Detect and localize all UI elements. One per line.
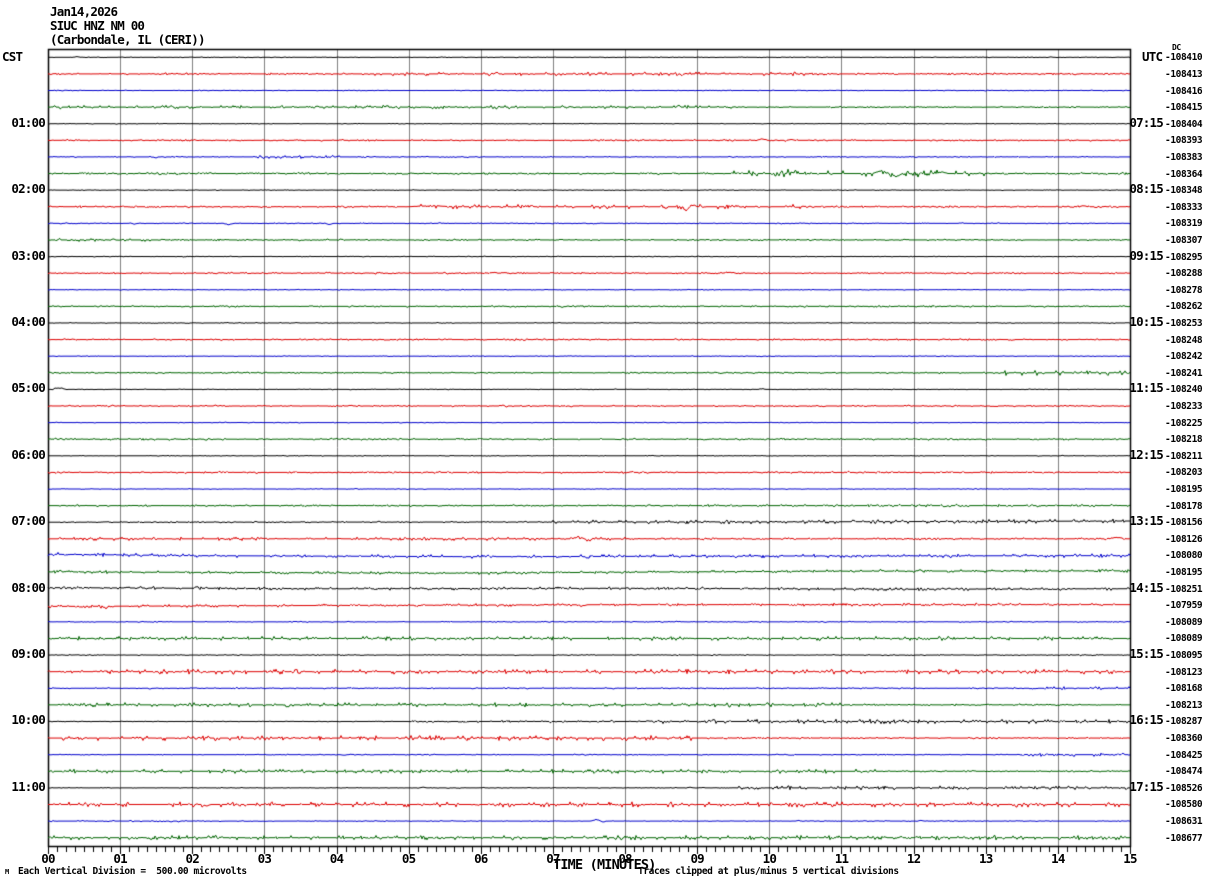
x-tick-label: 04	[329, 851, 344, 866]
hour-label-cst: 02:00	[11, 181, 45, 197]
dc-value: -108383	[1165, 151, 1203, 163]
x-tick-label: 05	[401, 851, 416, 866]
dc-value: -108474	[1165, 766, 1203, 778]
station-location: (Carbondale, IL (CERI))	[50, 32, 206, 47]
dc-value: -108211	[1165, 450, 1203, 462]
hour-label-cst: 04:00	[11, 313, 45, 329]
hour-label-cst: 06:00	[11, 446, 45, 462]
dc-value: -108241	[1165, 367, 1203, 379]
dc-value: -108251	[1165, 583, 1203, 595]
dc-value: -108095	[1165, 650, 1203, 662]
hour-label-cst: 03:00	[11, 247, 45, 263]
x-tick-label: 02	[185, 851, 200, 866]
hour-label-utc: 14:15	[1129, 579, 1163, 595]
hour-label-utc: 13:15	[1129, 513, 1163, 529]
dc-value: -108295	[1165, 251, 1203, 263]
hour-label-cst: 07:00	[11, 513, 45, 529]
dc-value: -108126	[1165, 533, 1203, 545]
x-tick-label: 06	[474, 851, 488, 866]
dc-value: -108089	[1165, 616, 1203, 628]
dc-value: -108253	[1165, 317, 1203, 329]
dc-value: -108580	[1165, 799, 1203, 811]
dc-value: -108080	[1165, 550, 1203, 562]
dc-value: -108404	[1165, 118, 1203, 130]
clip-note: Traces clipped at plus/minus 5 vertical …	[638, 866, 899, 877]
x-tick-label: 13	[978, 851, 993, 866]
dc-value: -108203	[1165, 467, 1203, 479]
x-tick-label: 01	[113, 851, 127, 866]
dc-value: -108364	[1165, 168, 1203, 180]
watermark-glyph: M	[5, 868, 10, 876]
dc-value: -108415	[1165, 102, 1203, 114]
hour-label-utc: 12:15	[1129, 446, 1163, 462]
dc-value: -108413	[1165, 68, 1203, 80]
dc-value: -108360	[1165, 733, 1203, 745]
dc-value: -108333	[1165, 201, 1203, 213]
dc-value: -108262	[1165, 301, 1203, 313]
station-code: SIUC HNZ NM 00	[50, 18, 145, 33]
hour-label-cst: 08:00	[11, 579, 45, 595]
x-axis-title: TIME (MINUTES)	[553, 857, 656, 873]
x-tick-label: 12	[906, 851, 921, 866]
dc-value: -108178	[1165, 500, 1203, 512]
dc-value: -108677	[1165, 832, 1203, 844]
hour-label-utc: 16:15	[1129, 712, 1163, 728]
dc-value: -108416	[1165, 85, 1203, 97]
dc-column-label: DC	[1172, 43, 1181, 52]
x-tick-label: 00	[41, 851, 55, 866]
dc-value: -108225	[1165, 417, 1203, 429]
hour-label-utc: 15:15	[1129, 646, 1163, 662]
dc-value: -108123	[1165, 666, 1203, 678]
hour-label-cst: 10:00	[11, 712, 45, 728]
dc-value: -108242	[1165, 351, 1203, 363]
x-tick-label: 08	[618, 851, 632, 866]
scale-note: Each Vertical Division = 500.00 microvol…	[18, 866, 247, 877]
x-tick-label: 07	[546, 851, 560, 866]
dc-value: -108526	[1165, 782, 1203, 794]
dc-value: -108213	[1165, 699, 1203, 711]
dc-value: -108233	[1165, 400, 1203, 412]
dc-value: -108288	[1165, 268, 1203, 280]
hour-label-utc: 08:15	[1129, 181, 1163, 197]
dc-value: -108278	[1165, 284, 1203, 296]
x-tick-label: 11	[834, 851, 849, 866]
left-timezone-label: CST	[2, 49, 23, 64]
dc-value: -108287	[1165, 716, 1203, 728]
dc-value: -108195	[1165, 484, 1203, 495]
plot-date: Jan14,2026	[50, 4, 118, 19]
dc-value: -108307	[1165, 234, 1203, 246]
dc-value: -108195	[1165, 567, 1203, 579]
dc-value: -108156	[1165, 517, 1203, 529]
dc-value: -108425	[1165, 749, 1203, 761]
hour-label-cst: 05:00	[11, 380, 45, 396]
dc-value: -108319	[1165, 218, 1203, 230]
x-tick-label: 10	[762, 851, 777, 866]
dc-value: -108240	[1165, 384, 1203, 396]
hour-label-cst: 09:00	[11, 646, 45, 662]
hour-label-cst: 01:00	[11, 114, 45, 130]
dc-value: -108089	[1165, 633, 1203, 645]
x-tick-label: 03	[257, 851, 272, 866]
hour-label-utc: 07:15	[1129, 114, 1163, 130]
dc-value: -107959	[1165, 600, 1203, 612]
dc-value: -108168	[1165, 683, 1203, 695]
x-tick-label: 14	[1051, 851, 1065, 866]
dc-value: -108218	[1165, 434, 1203, 446]
hour-label-utc: 11:15	[1129, 380, 1163, 396]
hour-label-utc: 09:15	[1129, 247, 1163, 263]
hour-label-utc: 17:15	[1129, 778, 1163, 794]
right-timezone-label: UTC	[1142, 49, 1163, 64]
hour-label-utc: 10:15	[1129, 313, 1163, 329]
dc-value: -108248	[1165, 334, 1203, 346]
x-tick-label: 15	[1123, 851, 1137, 866]
dc-value: -108631	[1165, 816, 1203, 828]
dc-value: -108348	[1165, 185, 1203, 197]
hour-label-cst: 11:00	[11, 778, 45, 794]
dc-value: -108393	[1165, 135, 1203, 147]
dc-value: -108410	[1165, 52, 1203, 64]
x-tick-label: 09	[690, 851, 704, 866]
